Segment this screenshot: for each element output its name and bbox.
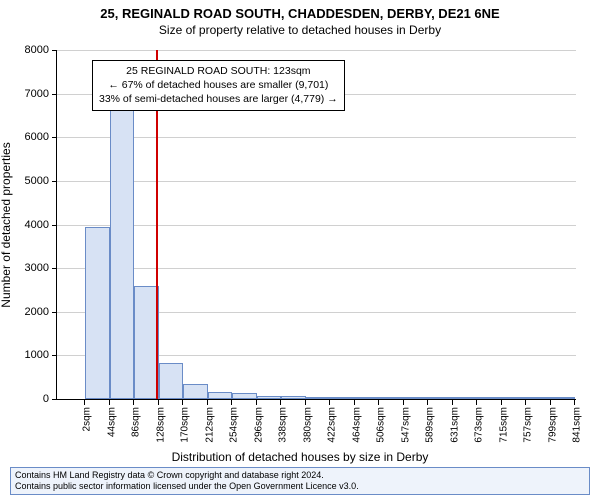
xtick-mark xyxy=(182,400,183,405)
ytick-label: 2000 xyxy=(25,306,49,318)
xtick-label: 254sqm xyxy=(229,407,240,443)
ytick-label: 5000 xyxy=(25,175,49,187)
histogram-bar xyxy=(306,397,331,399)
histogram-bar xyxy=(208,392,233,399)
xtick-mark xyxy=(231,400,232,405)
gridline xyxy=(57,268,576,269)
xtick-mark xyxy=(354,400,355,405)
footer-line1: Contains HM Land Registry data © Crown c… xyxy=(15,470,585,481)
ytick-label: 0 xyxy=(43,393,49,405)
info-callout: 25 REGINALD ROAD SOUTH: 123sqm← 67% of d… xyxy=(92,60,345,111)
gridline xyxy=(57,137,576,138)
histogram-bar xyxy=(232,393,257,399)
xtick-label: 673sqm xyxy=(474,407,485,443)
xtick-label: 2sqm xyxy=(82,407,93,431)
xtick-label: 338sqm xyxy=(278,407,289,443)
xtick-mark xyxy=(403,400,404,405)
ytick-label: 7000 xyxy=(25,88,49,100)
ytick-label: 3000 xyxy=(25,262,49,274)
xtick-mark xyxy=(550,400,551,405)
xtick-mark xyxy=(329,400,330,405)
ytick-mark xyxy=(52,225,57,226)
histogram-bar xyxy=(110,98,135,399)
xtick-label: 841sqm xyxy=(572,407,583,443)
plot-area: 25 REGINALD ROAD SOUTH: 123sqm← 67% of d… xyxy=(56,50,576,400)
histogram-bar xyxy=(355,397,380,399)
histogram-bar xyxy=(453,397,478,399)
xtick-mark xyxy=(378,400,379,405)
xtick-label: 86sqm xyxy=(131,407,142,437)
histogram-bar xyxy=(183,384,208,399)
ytick-label: 4000 xyxy=(25,219,49,231)
info-line: 25 REGINALD ROAD SOUTH: 123sqm xyxy=(99,64,338,78)
ytick-mark xyxy=(52,50,57,51)
xtick-label: 589sqm xyxy=(425,407,436,443)
histogram-bar xyxy=(159,363,184,399)
y-axis-title: Number of detached properties xyxy=(0,142,13,307)
xtick-mark xyxy=(280,400,281,405)
xtick-label: 464sqm xyxy=(351,407,362,443)
xtick-mark xyxy=(109,400,110,405)
info-line: ← 67% of detached houses are smaller (9,… xyxy=(99,78,338,92)
histogram-bar xyxy=(379,397,404,399)
histogram-bar xyxy=(330,397,355,399)
footer-line2: Contains public sector information licen… xyxy=(15,481,585,492)
gridline xyxy=(57,181,576,182)
xtick-label: 547sqm xyxy=(400,407,411,443)
xtick-label: 799sqm xyxy=(547,407,558,443)
xtick-label: 128sqm xyxy=(155,407,166,443)
ytick-mark xyxy=(52,312,57,313)
histogram-bar xyxy=(281,396,306,399)
ytick-mark xyxy=(52,268,57,269)
xtick-mark xyxy=(452,400,453,405)
chart-title-main: 25, REGINALD ROAD SOUTH, CHADDESDEN, DER… xyxy=(0,0,600,21)
xtick-mark xyxy=(501,400,502,405)
histogram-bar xyxy=(257,396,282,399)
ytick-mark xyxy=(52,181,57,182)
ytick-mark xyxy=(52,355,57,356)
xtick-label: 506sqm xyxy=(376,407,387,443)
gridline xyxy=(57,225,576,226)
footer-attribution: Contains HM Land Registry data © Crown c… xyxy=(10,467,590,496)
xtick-mark xyxy=(84,400,85,405)
xtick-mark xyxy=(525,400,526,405)
xtick-mark xyxy=(476,400,477,405)
xtick-label: 422sqm xyxy=(327,407,338,443)
x-axis-title: Distribution of detached houses by size … xyxy=(0,450,600,464)
x-ticks: 2sqm 44sqm 86sqm 128sqm 170sqm 212sqm 254sqm 29… xyxy=(56,400,576,450)
histogram-bar xyxy=(85,227,110,399)
xtick-label: 44sqm xyxy=(106,407,117,437)
xtick-label: 715sqm xyxy=(498,407,509,443)
chart-container: 25, REGINALD ROAD SOUTH, CHADDESDEN, DER… xyxy=(0,0,600,500)
gridline xyxy=(57,50,576,51)
ytick-label: 6000 xyxy=(25,131,49,143)
xtick-mark xyxy=(133,400,134,405)
histogram-bar xyxy=(526,397,551,399)
ytick-label: 8000 xyxy=(25,44,49,56)
xtick-label: 212sqm xyxy=(204,407,215,443)
ytick-mark xyxy=(52,137,57,138)
xtick-mark xyxy=(574,400,575,405)
ytick-label: 1000 xyxy=(25,349,49,361)
info-line: 33% of semi-detached houses are larger (… xyxy=(99,92,338,106)
histogram-bar xyxy=(477,397,502,399)
chart-title-sub: Size of property relative to detached ho… xyxy=(0,21,600,37)
histogram-bar xyxy=(502,397,527,399)
xtick-label: 380sqm xyxy=(302,407,313,443)
xtick-mark xyxy=(256,400,257,405)
histogram-bar xyxy=(428,397,453,399)
xtick-mark xyxy=(158,400,159,405)
xtick-label: 757sqm xyxy=(523,407,534,443)
xtick-label: 170sqm xyxy=(180,407,191,443)
xtick-mark xyxy=(207,400,208,405)
ytick-mark xyxy=(52,94,57,95)
histogram-bar xyxy=(404,397,429,399)
xtick-label: 296sqm xyxy=(253,407,264,443)
histogram-bar xyxy=(551,397,576,399)
xtick-label: 631sqm xyxy=(449,407,460,443)
xtick-mark xyxy=(305,400,306,405)
xtick-mark xyxy=(427,400,428,405)
